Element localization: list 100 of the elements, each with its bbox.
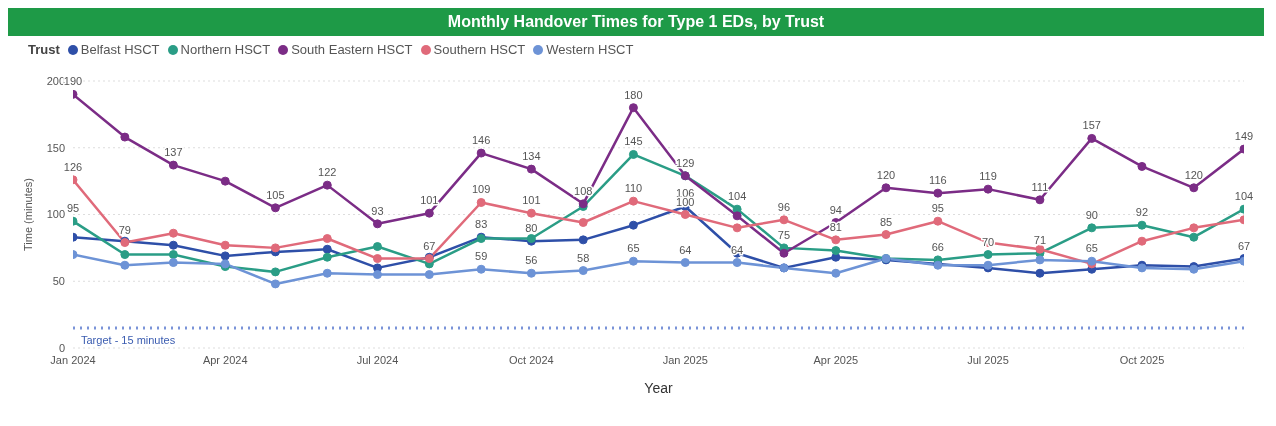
data-label: 116 (929, 174, 947, 187)
data-label: 79 (118, 223, 131, 236)
point (831, 246, 841, 256)
data-label: 101 (522, 194, 541, 207)
data-label: 120 (1184, 168, 1203, 181)
data-label: 145 (624, 135, 643, 148)
x-tick-label: Apr 2024 (202, 353, 248, 366)
x-tick-label: Apr 2025 (813, 353, 859, 366)
data-label: 58 (577, 251, 590, 264)
point (168, 160, 178, 170)
point (578, 266, 588, 276)
point (1035, 195, 1045, 205)
point (372, 219, 382, 229)
data-label: 94 (829, 203, 842, 216)
legend-label: Belfast HSCT (79, 42, 160, 57)
data-label: 110 (624, 182, 643, 195)
point (220, 251, 230, 261)
data-label: 65 (627, 242, 640, 255)
point (220, 240, 230, 250)
point (831, 268, 841, 278)
point (372, 242, 382, 252)
point (1035, 268, 1045, 278)
point (1035, 244, 1045, 254)
data-label: 75 (777, 228, 791, 241)
x-tick-label: Jul 2024 (356, 353, 399, 366)
x-tick-label: Jul 2025 (967, 353, 1009, 366)
point (881, 230, 891, 240)
data-label: 101 (420, 194, 439, 207)
data-label: 56 (525, 254, 538, 267)
point (120, 250, 130, 260)
legend-label: Southern HSCT (432, 42, 526, 57)
data-label: 80 (525, 222, 538, 235)
point (628, 256, 638, 266)
point (322, 180, 332, 190)
point (933, 188, 943, 198)
x-tick-label: Oct 2024 (509, 353, 554, 366)
ref-line-label: Target - 15 minutes (81, 333, 176, 346)
legend-label: Western HSCT (545, 42, 634, 57)
point (168, 240, 178, 250)
point (120, 260, 130, 270)
point (1035, 255, 1045, 265)
data-label: 126 (63, 160, 83, 173)
point (270, 279, 280, 289)
point (933, 216, 943, 226)
legend-title: Trust (28, 42, 60, 57)
point (476, 197, 486, 207)
point (424, 270, 434, 280)
data-label: 129 (676, 156, 695, 169)
y-axis-title: Time (minutes) (21, 178, 34, 251)
data-label: 90 (1085, 208, 1098, 221)
data-label: 104 (1234, 190, 1254, 203)
point (732, 223, 742, 233)
point (680, 258, 690, 268)
x-axis-title: Year (644, 380, 673, 396)
data-label: 137 (164, 146, 183, 159)
point (1087, 223, 1097, 233)
point (1137, 161, 1147, 171)
data-label: 85 (879, 215, 893, 228)
data-label: 67 (1237, 239, 1251, 252)
point (779, 248, 789, 258)
point (322, 234, 332, 244)
data-label: 190 (63, 75, 83, 88)
point (779, 215, 789, 225)
data-label: 146 (472, 134, 491, 147)
data-label: 65 (1085, 242, 1098, 255)
data-label: 120 (876, 168, 896, 181)
y-tick-label: 50 (52, 275, 65, 288)
point (372, 270, 382, 280)
point (732, 211, 742, 221)
x-tick-label: Jan 2024 (50, 353, 96, 366)
data-label: 71 (1033, 234, 1047, 247)
point (578, 218, 588, 228)
data-label: 66 (931, 240, 944, 253)
data-label: 83 (475, 218, 488, 231)
point (270, 267, 280, 277)
point (372, 254, 382, 264)
point (680, 210, 690, 219)
data-label: 111 (1031, 180, 1049, 193)
data-label: 149 (1234, 130, 1254, 143)
point (168, 258, 178, 268)
point (1189, 232, 1199, 242)
data-label: 95 (931, 202, 944, 215)
point (322, 268, 332, 278)
data-label: 59 (475, 250, 488, 263)
point (983, 250, 993, 260)
point (732, 258, 742, 268)
chart-title: Monthly Handover Times for Type 1 EDs, by Trust (8, 8, 1264, 36)
point (1137, 220, 1147, 230)
x-tick-label: Oct 2025 (1119, 353, 1165, 366)
point (628, 149, 638, 159)
point (476, 148, 486, 158)
point (270, 243, 280, 253)
point (322, 252, 332, 262)
point (628, 103, 638, 113)
point (1189, 183, 1199, 193)
data-label: 122 (318, 166, 337, 179)
point (120, 132, 130, 142)
point (831, 235, 841, 245)
data-label: 157 (1082, 119, 1101, 132)
point (983, 184, 993, 194)
